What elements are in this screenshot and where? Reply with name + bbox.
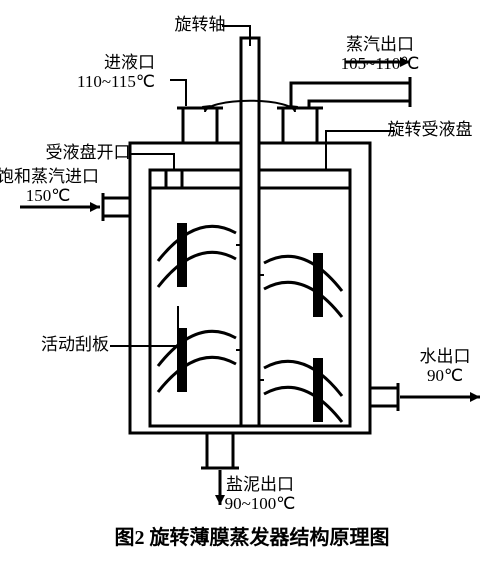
svg-text:图2 旋转薄膜蒸发器结构原理图: 图2 旋转薄膜蒸发器结构原理图 [115, 525, 390, 549]
svg-text:150℃: 150℃ [26, 186, 71, 205]
diagram-svg: 旋转轴进液口110~115℃ 蒸汽出口105~110℃ 受液盘开口饱和蒸汽进口150… [0, 0, 504, 564]
svg-text:活动刮板: 活动刮板 [41, 335, 109, 354]
svg-text:盐泥出口: 盐泥出口 [226, 475, 294, 494]
svg-text:105~110℃: 105~110℃ [341, 54, 420, 73]
svg-text:110~115℃: 110~115℃ [77, 72, 155, 91]
svg-text:水出口: 水出口 [420, 347, 471, 366]
svg-text:90~100℃: 90~100℃ [225, 494, 296, 513]
svg-text:受液盘开口: 受液盘开口 [46, 143, 131, 162]
svg-text:90℃: 90℃ [427, 366, 463, 385]
svg-text:饱和蒸汽进口: 饱和蒸汽进口 [0, 167, 99, 186]
svg-text:进液口: 进液口 [104, 53, 155, 72]
svg-text:旋转受液盘: 旋转受液盘 [388, 120, 473, 139]
svg-text:蒸汽出口: 蒸汽出口 [346, 35, 414, 54]
svg-text:旋转轴: 旋转轴 [175, 15, 226, 34]
